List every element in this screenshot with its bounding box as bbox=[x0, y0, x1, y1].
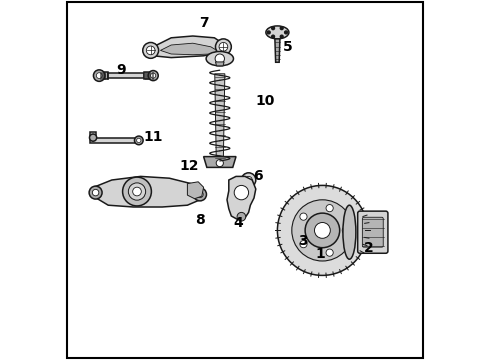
Circle shape bbox=[148, 71, 158, 81]
Polygon shape bbox=[108, 73, 144, 78]
Circle shape bbox=[280, 35, 283, 38]
Circle shape bbox=[305, 213, 340, 248]
Circle shape bbox=[133, 187, 141, 196]
Circle shape bbox=[280, 27, 283, 30]
Circle shape bbox=[216, 159, 223, 167]
Text: 8: 8 bbox=[195, 213, 205, 226]
Circle shape bbox=[92, 189, 99, 196]
Circle shape bbox=[147, 46, 155, 55]
Circle shape bbox=[242, 173, 256, 187]
Circle shape bbox=[292, 200, 353, 261]
Circle shape bbox=[90, 134, 97, 141]
Polygon shape bbox=[99, 72, 108, 79]
Polygon shape bbox=[144, 36, 225, 58]
Polygon shape bbox=[216, 62, 224, 66]
Ellipse shape bbox=[343, 205, 356, 259]
Circle shape bbox=[219, 42, 228, 51]
Circle shape bbox=[237, 212, 245, 221]
Text: 2: 2 bbox=[365, 242, 374, 255]
Circle shape bbox=[197, 191, 203, 198]
Polygon shape bbox=[275, 39, 280, 62]
Circle shape bbox=[268, 31, 270, 34]
Circle shape bbox=[128, 183, 146, 200]
Text: 3: 3 bbox=[298, 234, 307, 248]
Text: 11: 11 bbox=[144, 130, 163, 144]
Circle shape bbox=[300, 213, 307, 220]
Circle shape bbox=[326, 204, 333, 212]
Ellipse shape bbox=[266, 26, 289, 39]
Circle shape bbox=[194, 188, 206, 201]
Circle shape bbox=[234, 185, 248, 200]
Circle shape bbox=[122, 177, 151, 206]
Circle shape bbox=[137, 138, 141, 143]
Polygon shape bbox=[144, 72, 153, 79]
Circle shape bbox=[89, 186, 102, 199]
Circle shape bbox=[215, 54, 224, 63]
Text: 5: 5 bbox=[283, 40, 293, 54]
Polygon shape bbox=[227, 176, 256, 220]
Circle shape bbox=[277, 185, 368, 275]
Circle shape bbox=[94, 70, 105, 81]
Text: 10: 10 bbox=[255, 94, 274, 108]
Text: 9: 9 bbox=[116, 63, 125, 77]
Circle shape bbox=[143, 42, 159, 58]
Circle shape bbox=[97, 73, 102, 78]
Polygon shape bbox=[90, 132, 135, 143]
Circle shape bbox=[342, 227, 349, 234]
Circle shape bbox=[326, 249, 333, 256]
Circle shape bbox=[271, 35, 274, 38]
FancyBboxPatch shape bbox=[358, 211, 388, 253]
Circle shape bbox=[151, 73, 156, 78]
Ellipse shape bbox=[206, 51, 233, 66]
Polygon shape bbox=[187, 182, 204, 199]
Circle shape bbox=[245, 176, 252, 184]
Circle shape bbox=[300, 240, 307, 248]
Text: 1: 1 bbox=[316, 247, 325, 261]
Text: 7: 7 bbox=[199, 17, 208, 30]
Text: 12: 12 bbox=[179, 159, 199, 172]
Polygon shape bbox=[215, 74, 225, 160]
Circle shape bbox=[134, 136, 143, 145]
Circle shape bbox=[315, 222, 330, 238]
Polygon shape bbox=[245, 187, 251, 202]
Circle shape bbox=[216, 39, 231, 55]
Text: 4: 4 bbox=[233, 216, 243, 230]
Polygon shape bbox=[204, 157, 236, 167]
FancyBboxPatch shape bbox=[363, 217, 383, 247]
Polygon shape bbox=[94, 176, 202, 207]
Circle shape bbox=[271, 27, 274, 30]
Circle shape bbox=[285, 31, 288, 34]
Text: 6: 6 bbox=[253, 170, 263, 183]
Polygon shape bbox=[160, 43, 218, 55]
